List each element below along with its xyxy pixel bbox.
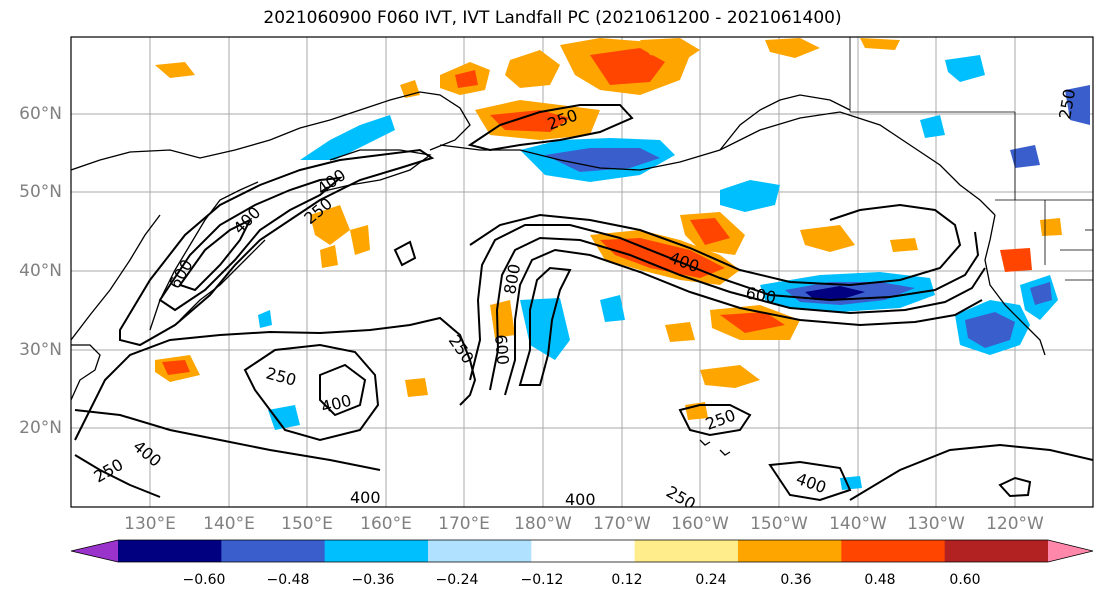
lon-label: 150°W — [750, 514, 808, 534]
lon-label: 130°E — [124, 514, 176, 534]
colorbar-outline — [70, 539, 1094, 563]
colorbar-segment — [324, 540, 429, 562]
lat-label: 50°N — [19, 182, 62, 202]
contour-label: 600 — [491, 334, 513, 366]
colorbar-segment — [118, 540, 222, 562]
map-border — [70, 36, 1094, 508]
colorbar-tick-label: 0.60 — [949, 572, 981, 588]
contour-label: 400 — [350, 488, 381, 507]
lat-label: 20°N — [19, 418, 62, 438]
colorbar-segment — [841, 540, 946, 562]
lat-label: 60°N — [19, 104, 62, 124]
colorbar-tick-label: −0.48 — [266, 572, 310, 588]
lon-label: 130°W — [907, 514, 965, 534]
lon-label: 180°W — [514, 514, 572, 534]
lon-label: 170°E — [438, 514, 490, 534]
lon-label: 140°W — [829, 514, 887, 534]
colorbar-segment — [221, 540, 326, 562]
colorbar-segment — [634, 540, 739, 562]
colorbar-segment — [531, 540, 636, 562]
pc-shading — [155, 38, 1090, 490]
colorbar-tick-label: 0.12 — [611, 572, 643, 588]
contour-label: 400 — [565, 490, 596, 509]
ivt-contours — [74, 104, 1093, 502]
lat-label: 40°N — [19, 261, 62, 281]
colorbar-segment — [944, 540, 1049, 562]
political-borders — [849, 37, 1093, 281]
lat-label: 30°N — [19, 340, 62, 360]
colorbar-tick-label: 0.48 — [864, 572, 896, 588]
colorbar — [70, 539, 1094, 563]
lon-label: 160°E — [360, 514, 412, 534]
colorbar-tick-label: 0.24 — [695, 572, 727, 588]
lon-label: 120°W — [986, 514, 1044, 534]
colorbar-tick-label: 0.36 — [780, 572, 812, 588]
colorbar-segment — [738, 540, 842, 562]
colorbar-tick-label: −0.12 — [520, 572, 564, 588]
colorbar-extend-high — [1048, 540, 1093, 562]
colorbar-segment — [428, 540, 532, 562]
colorbar-tick-label: −0.36 — [351, 572, 395, 588]
lon-label: 170°W — [593, 514, 651, 534]
colorbar-tick-label: −0.24 — [435, 572, 479, 588]
lon-label: 160°W — [671, 514, 729, 534]
colorbar-tick-label: −0.60 — [182, 572, 226, 588]
map-title: 2021060900 F060 IVT, IVT Landfall PC (20… — [263, 8, 842, 28]
colorbar-extend-low — [71, 540, 118, 562]
lon-label: 140°E — [203, 514, 255, 534]
lon-label: 150°E — [281, 514, 333, 534]
